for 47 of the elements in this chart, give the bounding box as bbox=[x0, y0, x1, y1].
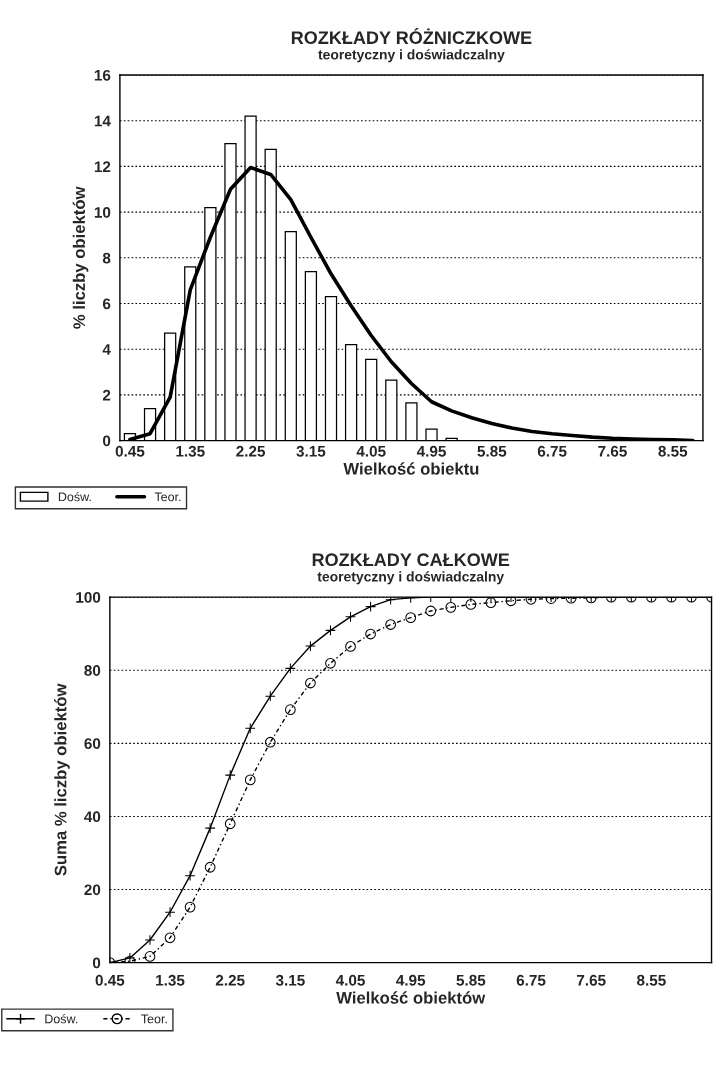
y-tick-label: 8 bbox=[102, 252, 111, 264]
x-tick-label: 7.65 bbox=[598, 445, 627, 457]
x-tick-label: 3.15 bbox=[296, 445, 326, 457]
x-tick-label: 1.35 bbox=[156, 974, 185, 986]
x-tick-label: 4.05 bbox=[335, 974, 365, 986]
x-tick-label: 0.45 bbox=[115, 445, 145, 457]
x-axis-title: Wielkość obiektu bbox=[343, 462, 479, 475]
x-tick-label: 2.25 bbox=[236, 445, 266, 457]
y-tick-label: 40 bbox=[84, 811, 101, 823]
y-tick-label: 12 bbox=[94, 161, 111, 172]
x-tick-label: 7.65 bbox=[576, 974, 606, 986]
x-tick-label: 0.45 bbox=[95, 974, 125, 986]
y-tick-label: 14 bbox=[94, 115, 111, 127]
y-axis-title: Suma % liczby obiektów bbox=[54, 683, 70, 876]
legend-label: Teor. bbox=[141, 1014, 167, 1024]
x-tick-label: 8.55 bbox=[658, 445, 688, 457]
y-tick-label: 80 bbox=[84, 665, 101, 676]
y-tick-label: 10 bbox=[94, 206, 111, 218]
chart-subtitle: teoretyczny i doświadczalny bbox=[318, 49, 505, 63]
x-tick-label: 2.25 bbox=[215, 974, 245, 986]
x-tick-label: 4.05 bbox=[356, 445, 386, 457]
y-tick-label: 16 bbox=[94, 69, 111, 81]
y-tick-label: 4 bbox=[102, 344, 111, 355]
x-axis-title: Wielkość obiektów bbox=[336, 991, 486, 1004]
chart-title: ROZKŁADY RÓŻNICZKOWE bbox=[291, 27, 532, 45]
x-tick-label: 6.75 bbox=[537, 445, 567, 457]
x-tick-label: 5.85 bbox=[477, 445, 507, 457]
y-tick-label: 20 bbox=[84, 884, 101, 896]
legend-label: Dośw. bbox=[58, 491, 91, 502]
x-tick-label: 4.95 bbox=[416, 445, 446, 457]
y-tick-label: 0 bbox=[102, 435, 111, 447]
y-axis-title: % liczby obiektów bbox=[72, 186, 89, 329]
x-tick-label: 5.85 bbox=[456, 974, 486, 986]
x-tick-label: 4.95 bbox=[396, 974, 426, 986]
y-tick-label: 100 bbox=[76, 591, 101, 603]
legend-label: Teor. bbox=[154, 492, 181, 502]
x-tick-label: 8.55 bbox=[636, 974, 666, 986]
chart-subtitle: teoretyczny i doświadczalny bbox=[317, 571, 505, 585]
x-tick-label: 1.35 bbox=[176, 445, 205, 457]
chart-title: ROZKŁADY CAŁKOWE bbox=[312, 553, 510, 567]
legend-label: Dośw. bbox=[45, 1013, 78, 1024]
y-tick-label: 6 bbox=[102, 298, 111, 310]
x-tick-label: 3.15 bbox=[275, 974, 305, 986]
y-tick-label: 60 bbox=[84, 738, 101, 750]
y-tick-label: 2 bbox=[102, 389, 111, 401]
y-tick-label: 0 bbox=[92, 957, 101, 969]
x-tick-label: 6.75 bbox=[516, 974, 546, 986]
